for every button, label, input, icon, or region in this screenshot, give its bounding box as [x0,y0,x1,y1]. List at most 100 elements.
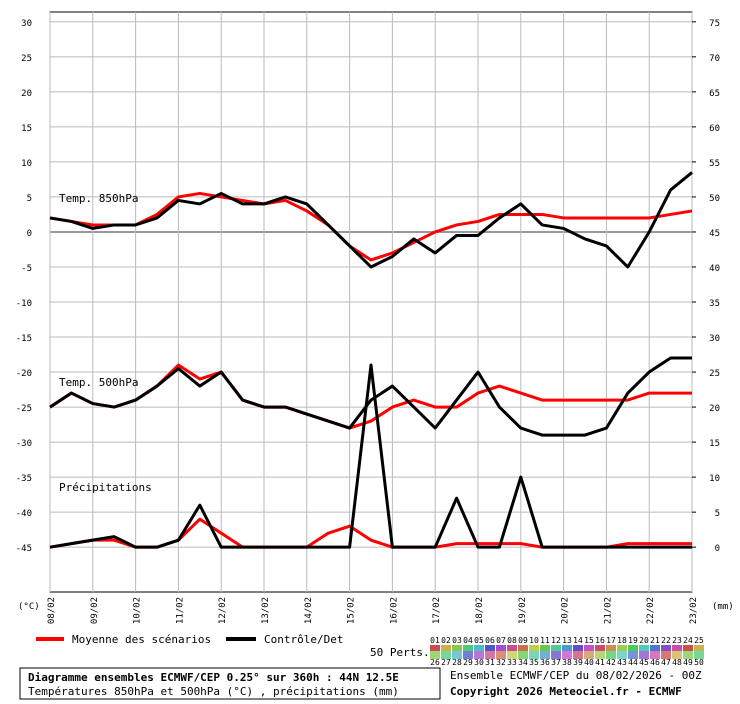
x-tick-label: 12/02 [218,597,228,624]
member-swatch [694,651,704,659]
member-swatch [518,651,528,659]
y-tick-label: 15 [21,124,32,134]
panel-label: Temp. 850hPa [59,192,138,205]
grid [49,12,693,592]
member-label: 16 [595,636,605,645]
member-label: 01 [430,636,440,645]
y2-tick-label: 70 [709,54,720,64]
member-swatch [661,645,671,653]
member-label: 38 [562,658,572,667]
member-label: 30 [474,658,484,667]
member-label: 03 [452,636,462,645]
x-tick-label: 18/02 [475,597,485,624]
member-swatch [672,651,682,659]
member-swatch [683,651,693,659]
member-label: 20 [639,636,649,645]
y-tick-label: -35 [16,474,32,484]
member-label: 39 [573,658,583,667]
member-label: 10 [529,636,539,645]
member-label: 45 [639,658,649,667]
y-tick-label: -5 [21,264,32,274]
member-swatch [562,645,572,653]
member-label: 49 [683,658,693,667]
x-tick-label: 19/02 [518,597,528,624]
y2-tick-label: 45 [709,229,720,239]
member-label: 50 [694,658,704,667]
y2-tick-label: 15 [709,439,720,449]
x-tick-label: 21/02 [603,597,613,624]
member-swatch [694,645,704,653]
y-tick-label: -40 [16,509,32,519]
x-tick-label: 15/02 [347,597,357,624]
x-tick-label: 08/02 [47,597,57,624]
footer-title: Diagramme ensembles ECMWF/CEP 0.25° sur … [28,671,399,684]
member-swatch [650,651,660,659]
member-swatch [507,645,517,653]
member-label: 43 [617,658,627,667]
member-label: 37 [551,658,561,667]
member-label: 46 [650,658,660,667]
member-swatch [595,645,605,653]
member-label: 02 [441,636,451,645]
x-tick-label: 09/02 [90,597,100,624]
member-swatch [452,651,462,659]
legend-label: Moyenne des scénarios [72,633,211,646]
member-label: 17 [606,636,616,645]
y2-tick-label: 60 [709,124,720,134]
y2-tick-label: 30 [709,334,720,344]
member-swatch [595,651,605,659]
x-tick-label: 20/02 [561,597,571,624]
x-tick-label: 17/02 [432,597,442,624]
member-label: 15 [584,636,594,645]
member-swatch [463,645,473,653]
x-tick-label: 22/02 [646,597,656,624]
member-label: 28 [452,658,462,667]
footer-subtitle: Températures 850hPa et 500hPa (°C) , pré… [28,685,399,698]
y2-tick-label: 35 [709,299,720,309]
y2-tick-label: 5 [715,509,720,519]
x-tick-label: 11/02 [175,597,185,624]
member-swatch [430,645,440,653]
member-swatch [518,645,528,653]
y2-tick-label: 55 [709,159,720,169]
member-swatch [617,645,627,653]
member-label: 25 [694,636,704,645]
member-swatch [463,651,473,659]
member-swatch [540,645,550,653]
member-swatch [562,651,572,659]
member-swatch [507,651,517,659]
member-label: 32 [496,658,506,667]
member-swatch [529,651,539,659]
member-label: 07 [496,636,506,645]
member-label: 36 [540,658,550,667]
y2-tick-label: 75 [709,19,720,29]
y-tick-label: 5 [27,194,32,204]
member-swatch [496,645,506,653]
member-label: 29 [463,658,473,667]
member-label: 06 [485,636,495,645]
series-line [49,363,692,549]
member-swatch [606,651,616,659]
y-tick-label: 20 [21,89,32,99]
y2-tick-label: 65 [709,89,720,99]
members-label: 50 Perts. [370,646,430,659]
member-label: 42 [606,658,616,667]
member-label: 35 [529,658,539,667]
member-swatch [485,645,495,653]
legend-label: Contrôle/Det [264,633,343,646]
member-label: 21 [650,636,660,645]
member-label: 41 [595,658,605,667]
member-swatch [661,651,671,659]
member-swatch [584,645,594,653]
member-swatch [606,645,616,653]
member-swatch [628,645,638,653]
y-tick-label: -20 [16,369,32,379]
y-tick-label: -45 [16,544,32,554]
member-swatch [474,645,484,653]
member-swatch [452,645,462,653]
panel-label: Précipitations [59,481,152,494]
y-tick-label: -30 [16,439,32,449]
member-label: 27 [441,658,451,667]
member-label: 18 [617,636,627,645]
member-label: 24 [683,636,693,645]
